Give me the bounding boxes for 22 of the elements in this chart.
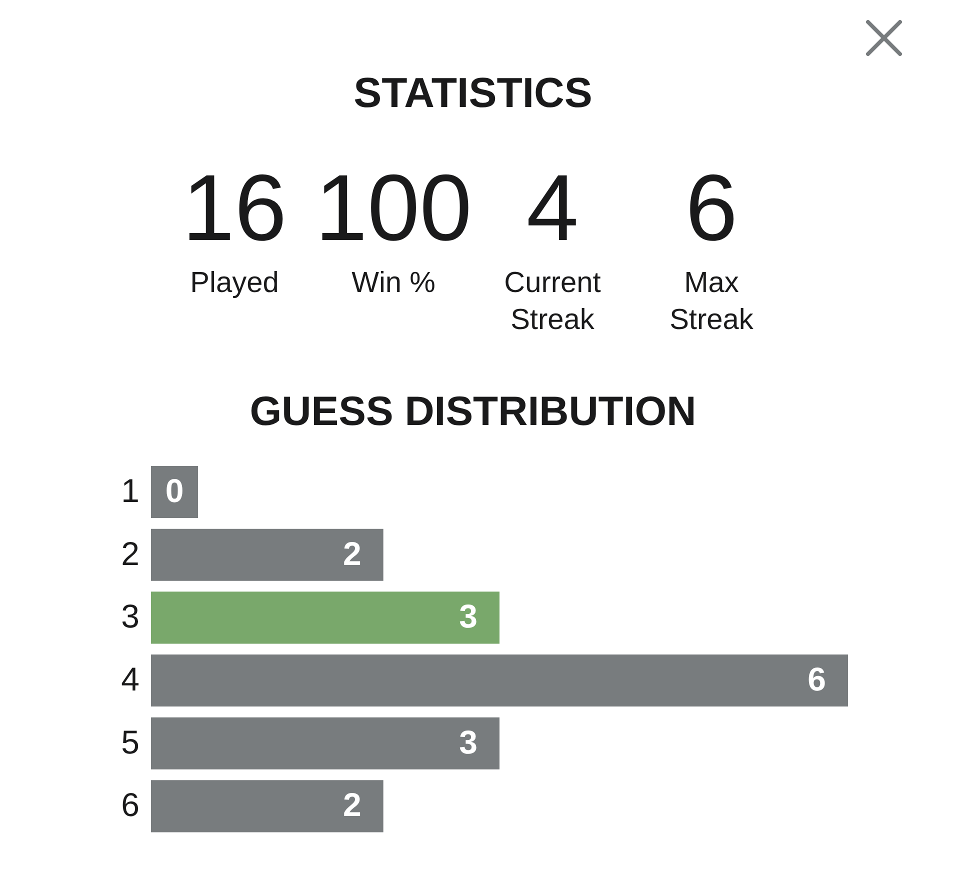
category-label: Max Streak (670, 267, 754, 336)
y-tick-label: 5 (121, 723, 140, 760)
y-tick-label: 6 (121, 786, 140, 824)
data-label: 2 (342, 534, 362, 572)
data-label: 4 (526, 155, 579, 260)
category-label: Win % (352, 267, 436, 299)
data-label: 2 (342, 786, 362, 824)
data-label: 3 (459, 598, 478, 635)
data-label: 3 (459, 723, 478, 760)
chart-title: GUESS DISTRIBUTION (250, 388, 696, 434)
data-label: 6 (808, 660, 826, 698)
text: STATISTICS (354, 69, 592, 116)
y-tick-label: 1 (121, 472, 140, 510)
y-tick-label: 2 (121, 534, 140, 572)
y-tick-label: 3 (121, 598, 140, 635)
data-label: 6 (685, 155, 738, 260)
category-label: Played (190, 267, 279, 299)
data-label: 0 (165, 472, 184, 510)
y-tick-label: 4 (121, 660, 140, 698)
data-label: 100 (315, 155, 472, 260)
category-label: Current Streak (504, 267, 601, 336)
data-label: 16 (182, 155, 287, 260)
